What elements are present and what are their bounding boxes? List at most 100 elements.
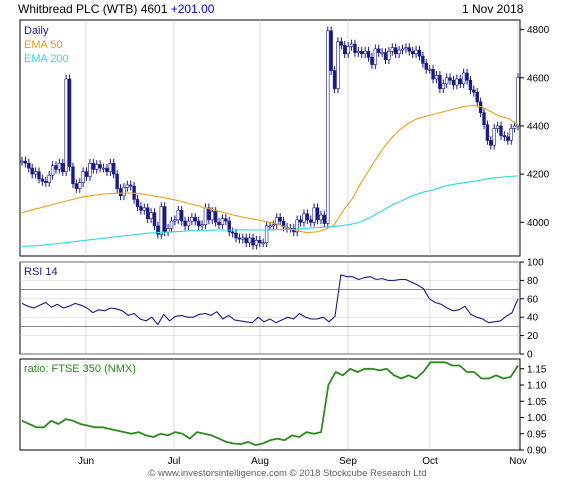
price-candle-108 xyxy=(387,51,391,61)
price-candle-68 xyxy=(251,237,255,246)
price-candle-31 xyxy=(125,184,130,188)
price-candle-15 xyxy=(71,166,75,185)
price-candle-146 xyxy=(516,77,520,127)
rsi-label: RSI 14 xyxy=(24,266,58,278)
price-candle-9 xyxy=(50,165,55,176)
price-candle-141 xyxy=(499,125,503,136)
price-candle-32 xyxy=(129,184,133,187)
x-month-label-2: Aug xyxy=(251,456,269,467)
price-candle-20 xyxy=(88,162,92,177)
price-candle-35 xyxy=(139,206,143,211)
price-candle-45 xyxy=(173,219,177,222)
price-candle-29 xyxy=(118,188,123,197)
price-candle-17 xyxy=(78,182,82,189)
price-candle-86 xyxy=(312,207,316,223)
ytick-label-price-2: 4400 xyxy=(527,121,550,132)
price-candle-123 xyxy=(438,75,442,89)
price-candle-131 xyxy=(465,72,469,81)
ticker-title: Whitbread PLC (WTB) 4601 xyxy=(18,2,168,16)
ytick-label-price-0: 4000 xyxy=(527,218,550,229)
price-candle-66 xyxy=(244,237,248,244)
price-candle-28 xyxy=(115,173,119,189)
price-candle-97 xyxy=(349,43,354,47)
price-candle-111 xyxy=(397,49,401,55)
ytick-label-ratio-3: 1.05 xyxy=(527,397,547,408)
price-candle-140 xyxy=(495,125,500,129)
x-month-label-1: Jul xyxy=(168,456,181,467)
price-candle-101 xyxy=(363,51,367,55)
price-candle-44 xyxy=(169,220,174,229)
price-candle-112 xyxy=(400,48,405,51)
ytick-label-rsi-5: 100 xyxy=(527,258,544,269)
price-candle-49 xyxy=(186,220,191,227)
series-line-rsi-0 xyxy=(21,274,519,326)
price-candle-57 xyxy=(213,211,218,223)
price-candle-116 xyxy=(414,49,418,55)
price-candle-73 xyxy=(268,225,272,228)
price-candle-65 xyxy=(241,237,245,240)
price-candle-11 xyxy=(57,162,62,170)
price-candle-69 xyxy=(254,240,259,246)
price-candle-41 xyxy=(159,206,163,235)
x-month-label-4: Oct xyxy=(422,456,438,467)
price-candle-74 xyxy=(271,224,276,227)
price-candle-77 xyxy=(281,220,286,228)
price-candle-138 xyxy=(489,140,493,146)
price-candle-42 xyxy=(162,206,167,233)
price-candle-115 xyxy=(410,51,415,55)
price-candle-99 xyxy=(356,51,361,53)
price-candle-39 xyxy=(152,212,157,227)
price-candle-54 xyxy=(203,207,208,225)
price-candle-0 xyxy=(20,160,24,163)
price-candle-102 xyxy=(366,51,371,58)
price-candle-36 xyxy=(142,207,147,211)
price-candle-67 xyxy=(247,237,252,244)
price-candle-125 xyxy=(444,77,449,85)
ytick-label-rsi-2: 40 xyxy=(527,313,539,324)
price-candle-117 xyxy=(417,49,422,57)
price-candle-60 xyxy=(224,218,228,222)
price-candle-119 xyxy=(424,63,428,70)
price-candle-19 xyxy=(84,171,89,177)
price-candle-16 xyxy=(74,183,79,189)
ytick-label-rsi-0: 0 xyxy=(527,350,533,361)
ytick-label-ratio-2: 1.00 xyxy=(527,413,547,424)
price-candle-100 xyxy=(360,51,364,55)
price-candle-114 xyxy=(407,47,411,52)
price-candle-75 xyxy=(275,217,279,225)
price-candle-58 xyxy=(217,221,221,225)
price-candle-87 xyxy=(315,207,320,221)
ytick-label-ratio-4: 1.10 xyxy=(527,381,547,392)
price-candle-109 xyxy=(390,47,395,52)
series-line-price-1 xyxy=(21,104,519,234)
price-candle-98 xyxy=(353,43,357,53)
price-candle-121 xyxy=(431,69,435,80)
price-candle-64 xyxy=(237,237,242,240)
price-candle-8 xyxy=(47,175,51,183)
price-candle-85 xyxy=(309,219,313,223)
ratio-label: ratio: FTSE 350 (NMX) xyxy=(24,363,136,375)
price-candle-48 xyxy=(183,220,187,227)
price-candle-27 xyxy=(112,162,116,175)
panel-frame-ratio xyxy=(19,358,521,451)
price-candle-25 xyxy=(105,167,109,173)
price-candle-5 xyxy=(37,171,41,180)
price-candle-104 xyxy=(373,48,378,65)
price-candle-136 xyxy=(482,112,486,126)
price-candle-10 xyxy=(54,165,58,170)
price-candle-105 xyxy=(377,48,381,53)
chart-date: 1 Nov 2018 xyxy=(462,2,524,16)
price-candle-91 xyxy=(329,30,333,71)
price-candle-126 xyxy=(448,77,452,81)
price-candle-47 xyxy=(179,209,184,222)
price-candle-83 xyxy=(302,213,306,223)
price-candle-124 xyxy=(441,83,445,89)
price-candle-110 xyxy=(393,47,398,55)
price-candle-113 xyxy=(404,47,408,50)
price-candle-62 xyxy=(230,231,235,234)
price-candle-118 xyxy=(421,55,425,64)
price-candle-88 xyxy=(319,214,323,221)
price-candle-55 xyxy=(207,207,211,221)
price-candle-122 xyxy=(434,75,439,80)
ytick-label-ratio-0: 0.90 xyxy=(527,446,547,457)
